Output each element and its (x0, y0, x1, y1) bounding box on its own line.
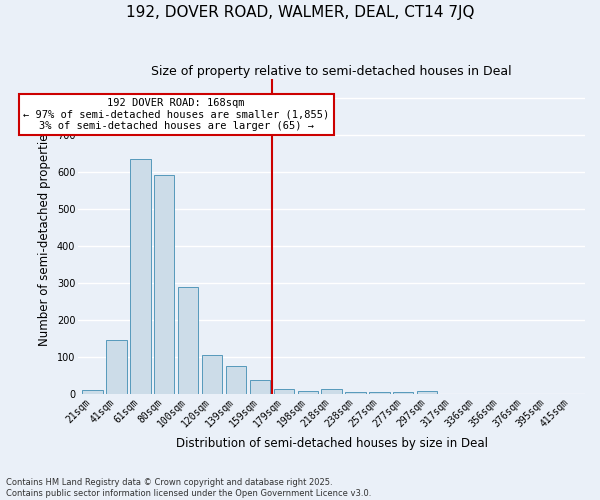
Bar (346, 392, 365, 394)
Bar (393, 392, 413, 394)
Text: 192, DOVER ROAD, WALMER, DEAL, CT14 7JQ: 192, DOVER ROAD, WALMER, DEAL, CT14 7JQ (126, 5, 474, 20)
Title: Size of property relative to semi-detached houses in Deal: Size of property relative to semi-detach… (151, 65, 512, 78)
Bar (202, 355, 222, 394)
Bar (274, 390, 294, 394)
Bar (369, 392, 389, 394)
Bar (130, 159, 151, 394)
Bar (82, 390, 103, 394)
Bar (106, 340, 127, 394)
Bar (178, 286, 199, 394)
Bar (322, 390, 342, 394)
Y-axis label: Number of semi-detached properties: Number of semi-detached properties (38, 127, 52, 346)
X-axis label: Distribution of semi-detached houses by size in Deal: Distribution of semi-detached houses by … (176, 437, 488, 450)
Bar (250, 380, 270, 394)
Bar (154, 176, 175, 394)
Bar (298, 391, 318, 394)
Text: Contains HM Land Registry data © Crown copyright and database right 2025.
Contai: Contains HM Land Registry data © Crown c… (6, 478, 371, 498)
Text: 192 DOVER ROAD: 168sqm
← 97% of semi-detached houses are smaller (1,855)
3% of s: 192 DOVER ROAD: 168sqm ← 97% of semi-det… (23, 98, 329, 131)
Bar (226, 366, 246, 394)
Bar (417, 391, 437, 394)
